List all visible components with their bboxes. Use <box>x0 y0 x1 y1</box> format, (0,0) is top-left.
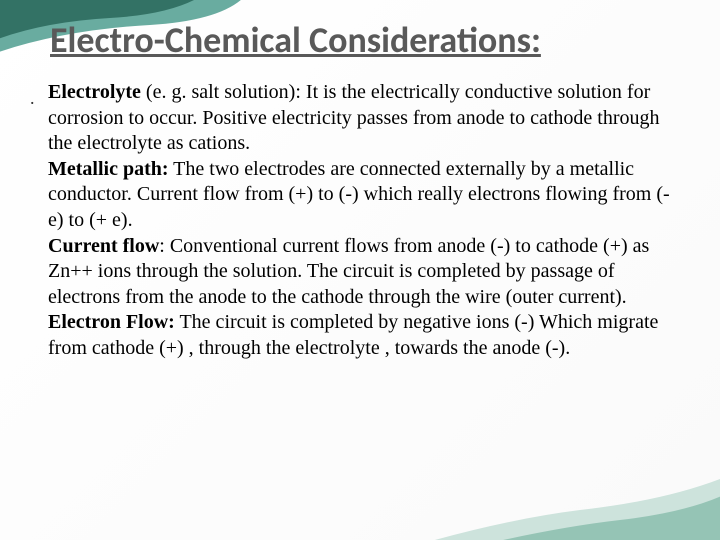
paragraph-current-flow: Current flow: Conventional current flows… <box>48 234 680 311</box>
paragraph-electrolyte: Electrolyte (e. g. salt solution): It is… <box>48 80 680 157</box>
term-electrolyte: Electrolyte <box>48 81 141 103</box>
term-current-flow: Current flow <box>48 235 159 257</box>
paragraph-electron-flow: Electron Flow: The circuit is completed … <box>48 310 680 361</box>
slide-body: Electrolyte (e. g. salt solution): It is… <box>48 80 680 362</box>
bullet-marker: . <box>30 88 35 109</box>
decorative-swoosh-bottom <box>0 470 720 540</box>
slide-title: Electro-Chemical Considerations: <box>50 18 680 62</box>
term-metallic-path: Metallic path: <box>48 158 169 180</box>
term-electron-flow: Electron Flow: <box>48 311 175 333</box>
paragraph-metallic-path: Metallic path: The two electrodes are co… <box>48 157 680 234</box>
slide-container: Electro-Chemical Considerations: . Elect… <box>0 0 720 540</box>
